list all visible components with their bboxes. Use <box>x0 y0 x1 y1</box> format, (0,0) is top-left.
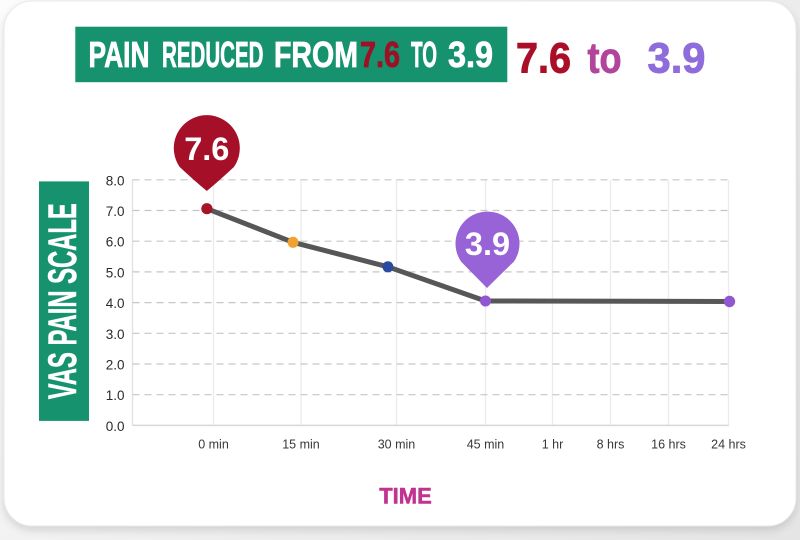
svg-text:8 hrs: 8 hrs <box>597 438 625 452</box>
svg-text:to: to <box>588 35 622 83</box>
svg-text:16 hrs: 16 hrs <box>651 438 686 452</box>
svg-text:3.0: 3.0 <box>106 327 125 342</box>
svg-text:7.6: 7.6 <box>184 131 229 167</box>
svg-text:45 min: 45 min <box>467 438 505 452</box>
svg-text:6.0: 6.0 <box>106 235 125 250</box>
svg-text:0.0: 0.0 <box>106 419 125 434</box>
svg-text:4.0: 4.0 <box>106 296 125 311</box>
svg-text:5.0: 5.0 <box>106 265 125 280</box>
svg-text:24 hrs: 24 hrs <box>711 438 746 452</box>
svg-text:TO: TO <box>411 34 437 75</box>
svg-text:FROM: FROM <box>274 34 358 75</box>
svg-text:3.9: 3.9 <box>465 226 510 262</box>
svg-text:1.0: 1.0 <box>106 388 125 403</box>
svg-text:3.9: 3.9 <box>448 34 493 75</box>
svg-text:7.6: 7.6 <box>516 35 571 83</box>
svg-text:REDUCED: REDUCED <box>162 34 264 75</box>
svg-text:TIME: TIME <box>379 484 432 509</box>
svg-text:7.6: 7.6 <box>360 34 400 75</box>
svg-text:7.0: 7.0 <box>106 204 125 219</box>
svg-text:1 hr: 1 hr <box>542 438 564 452</box>
svg-text:2.0: 2.0 <box>106 358 125 373</box>
svg-text:VAS PAIN SCALE: VAS PAIN SCALE <box>41 203 85 399</box>
svg-text:8.0: 8.0 <box>106 173 125 188</box>
svg-text:PAIN: PAIN <box>89 34 150 75</box>
svg-text:30 min: 30 min <box>378 438 416 452</box>
svg-text:15 min: 15 min <box>282 438 320 452</box>
svg-text:3.9: 3.9 <box>648 35 706 83</box>
svg-text:0 min: 0 min <box>198 438 229 452</box>
